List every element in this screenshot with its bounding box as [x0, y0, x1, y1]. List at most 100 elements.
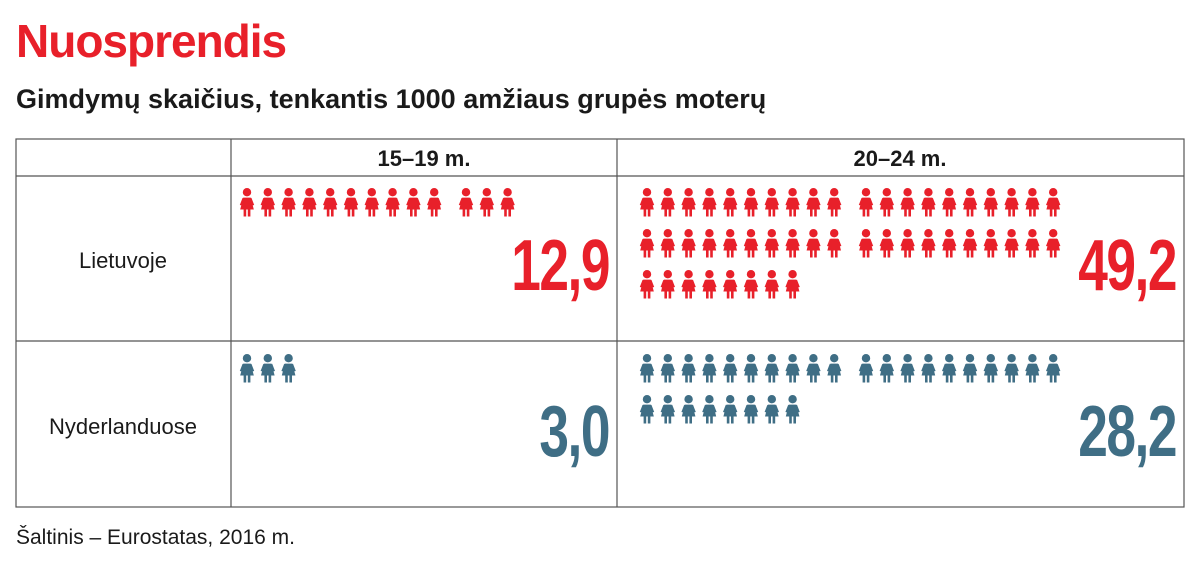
- woman-icon: [764, 270, 779, 299]
- woman-icon: [858, 229, 874, 258]
- woman-icon: [458, 188, 474, 217]
- row-label-nyderlanduose: Nyderlanduose: [49, 414, 197, 439]
- pictograph-icons: [239, 188, 1061, 424]
- woman-icon: [302, 188, 317, 217]
- woman-icon: [827, 354, 842, 383]
- source-note: Šaltinis – Eurostatas, 2016 m.: [16, 526, 295, 549]
- woman-icon: [681, 395, 696, 424]
- woman-icon: [660, 188, 675, 217]
- table-grid: [15, 138, 1185, 508]
- woman-icon: [723, 270, 738, 299]
- woman-icon: [681, 354, 696, 383]
- woman-icon: [702, 395, 717, 424]
- value-lietuvoje-20-24: 49,2: [1078, 226, 1176, 306]
- woman-icon: [900, 229, 915, 258]
- woman-icon: [858, 188, 874, 217]
- woman-icon: [281, 188, 296, 217]
- value-lietuvoje-15-19: 12,9: [511, 226, 609, 306]
- table-border: [15, 138, 1185, 508]
- woman-icon: [639, 188, 655, 217]
- woman-icon: [743, 229, 759, 258]
- woman-icon: [942, 188, 957, 217]
- woman-icon: [785, 395, 800, 424]
- woman-icon: [806, 229, 821, 258]
- woman-icon: [427, 188, 442, 217]
- woman-icon: [806, 188, 821, 217]
- woman-icon: [681, 270, 696, 299]
- woman-icon: [962, 354, 978, 383]
- woman-icon: [660, 354, 675, 383]
- woman-icon: [1004, 354, 1019, 383]
- woman-icon: [764, 229, 779, 258]
- woman-icon: [983, 354, 998, 383]
- woman-icon: [921, 188, 936, 217]
- woman-icon: [942, 354, 957, 383]
- woman-icon: [806, 354, 821, 383]
- woman-icon: [323, 188, 338, 217]
- woman-icon: [364, 188, 379, 217]
- woman-icon: [1025, 354, 1040, 383]
- chart-subtitle: Gimdymų skaičius, tenkantis 1000 amžiaus…: [16, 84, 767, 114]
- woman-icon: [343, 188, 359, 217]
- woman-icon: [723, 395, 738, 424]
- woman-icon: [785, 229, 800, 258]
- column-header-15-19: 15–19 m.: [378, 146, 471, 171]
- woman-icon: [702, 229, 717, 258]
- woman-icon: [764, 395, 779, 424]
- woman-icon: [785, 270, 800, 299]
- woman-icon: [827, 188, 842, 217]
- woman-icon: [858, 354, 874, 383]
- woman-icon: [723, 188, 738, 217]
- woman-icon: [639, 395, 655, 424]
- woman-icon: [743, 395, 759, 424]
- woman-icon: [702, 270, 717, 299]
- chart-title: Nuosprendis: [16, 15, 287, 67]
- woman-icon: [723, 229, 738, 258]
- woman-icon: [723, 354, 738, 383]
- woman-icon: [962, 229, 978, 258]
- woman-icon: [702, 188, 717, 217]
- woman-icon: [1004, 188, 1019, 217]
- woman-icon: [639, 354, 655, 383]
- woman-icon: [900, 354, 915, 383]
- woman-icon: [681, 229, 696, 258]
- woman-icon: [983, 188, 998, 217]
- woman-icon: [879, 354, 894, 383]
- woman-icon: [764, 188, 779, 217]
- woman-icon: [639, 270, 655, 299]
- woman-icon: [681, 188, 696, 217]
- woman-icon: [1004, 229, 1019, 258]
- value-nyderlanduose-20-24: 28,2: [1078, 392, 1176, 472]
- woman-icon: [660, 270, 675, 299]
- column-header-20-24: 20–24 m.: [854, 146, 947, 171]
- woman-icon: [983, 229, 998, 258]
- woman-icon: [260, 354, 275, 383]
- woman-icon: [1046, 229, 1061, 258]
- woman-icon: [639, 229, 655, 258]
- woman-icon: [921, 229, 936, 258]
- woman-icon: [785, 354, 800, 383]
- woman-icon: [879, 229, 894, 258]
- woman-icon: [743, 270, 759, 299]
- woman-icon: [500, 188, 515, 217]
- woman-icon: [827, 229, 842, 258]
- woman-icon: [660, 229, 675, 258]
- woman-icon: [785, 188, 800, 217]
- row-label-lietuvoje: Lietuvoje: [79, 248, 167, 273]
- woman-icon: [239, 354, 255, 383]
- woman-icon: [921, 354, 936, 383]
- woman-icon: [743, 188, 759, 217]
- woman-icon: [385, 188, 400, 217]
- woman-icon: [702, 354, 717, 383]
- woman-icon: [900, 188, 915, 217]
- woman-icon: [479, 188, 494, 217]
- woman-icon: [743, 354, 759, 383]
- woman-icon: [406, 188, 421, 217]
- woman-icon: [1025, 229, 1040, 258]
- woman-icon: [1046, 188, 1061, 217]
- woman-icon: [764, 354, 779, 383]
- woman-icon: [1025, 188, 1040, 217]
- woman-icon: [660, 395, 675, 424]
- woman-icon: [1046, 354, 1061, 383]
